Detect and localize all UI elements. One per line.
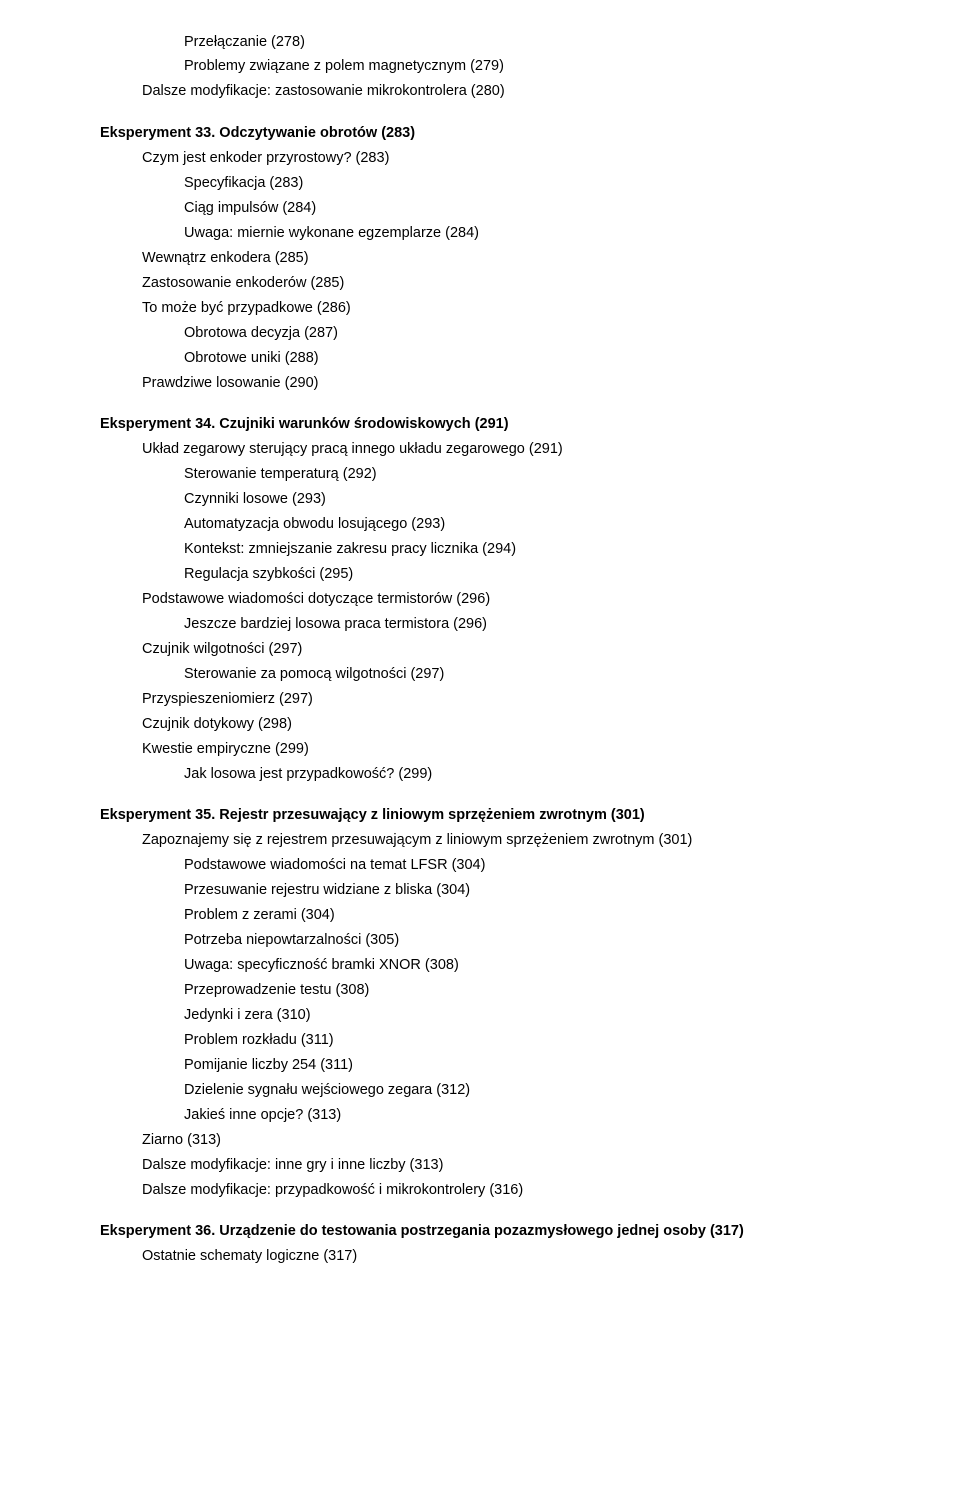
toc-entry: Przeprowadzenie testu (308) xyxy=(184,979,860,1001)
toc-entry: Kontekst: zmniejszanie zakresu pracy lic… xyxy=(184,538,860,560)
toc-entry: Problem z zerami (304) xyxy=(184,904,860,926)
toc-entry: Obrotowe uniki (288) xyxy=(184,347,860,369)
toc-entry: Podstawowe wiadomości dotyczące termisto… xyxy=(142,588,860,610)
toc-entry: Wewnątrz enkodera (285) xyxy=(142,247,860,269)
toc-entry: Obrotowa decyzja (287) xyxy=(184,322,860,344)
toc-entry: Problemy związane z polem magnetycznym (… xyxy=(184,55,860,77)
toc-entry: Dalsze modyfikacje: zastosowanie mikroko… xyxy=(142,80,860,102)
toc-entry: Potrzeba niepowtarzalności (305) xyxy=(184,929,860,951)
toc-entry: Problem rozkładu (311) xyxy=(184,1029,860,1051)
section-heading: Eksperyment 35. Rejestr przesuwający z l… xyxy=(100,804,860,826)
toc-entry: Przełączanie (278) xyxy=(184,31,860,53)
toc-entry: Pomijanie liczby 254 (311) xyxy=(184,1054,860,1076)
section-heading: Eksperyment 33. Odczytywanie obrotów (28… xyxy=(100,122,860,144)
toc-entry: Jedynki i zera (310) xyxy=(184,1004,860,1026)
toc-entry: Czym jest enkoder przyrostowy? (283) xyxy=(142,147,860,169)
toc-entry: Czujnik wilgotności (297) xyxy=(142,638,860,660)
toc-entry: Regulacja szybkości (295) xyxy=(184,563,860,585)
toc-entry: Przesuwanie rejestru widziane z bliska (… xyxy=(184,879,860,901)
toc-entry: Prawdziwe losowanie (290) xyxy=(142,372,860,394)
toc-entry: Uwaga: miernie wykonane egzemplarze (284… xyxy=(184,222,860,244)
toc-entry: Ziarno (313) xyxy=(142,1129,860,1151)
toc-entry: Układ zegarowy sterujący pracą innego uk… xyxy=(142,438,860,460)
toc-entry: Automatyzacja obwodu losującego (293) xyxy=(184,513,860,535)
toc-entry: Ostatnie schematy logiczne (317) xyxy=(142,1245,860,1267)
toc-entry: Dalsze modyfikacje: inne gry i inne licz… xyxy=(142,1154,860,1176)
toc-entry: Dalsze modyfikacje: przypadkowość i mikr… xyxy=(142,1179,860,1201)
toc-entry: Przyspieszeniomierz (297) xyxy=(142,688,860,710)
toc-entry: Uwaga: specyficzność bramki XNOR (308) xyxy=(184,954,860,976)
toc-entry: Zastosowanie enkoderów (285) xyxy=(142,272,860,294)
toc-entry: Zapoznajemy się z rejestrem przesuwający… xyxy=(142,829,860,851)
toc-entry: Dzielenie sygnału wejściowego zegara (31… xyxy=(184,1079,860,1101)
toc-entry: Jakieś inne opcje? (313) xyxy=(184,1104,860,1126)
toc-entry: Czujnik dotykowy (298) xyxy=(142,713,860,735)
section-heading: Eksperyment 34. Czujniki warunków środow… xyxy=(100,413,860,435)
toc-entry: Jak losowa jest przypadkowość? (299) xyxy=(184,763,860,785)
toc-entry: Czynniki losowe (293) xyxy=(184,488,860,510)
document-page: Przełączanie (278) Problemy związane z p… xyxy=(0,0,960,1487)
toc-entry: Specyfikacja (283) xyxy=(184,172,860,194)
section-heading: Eksperyment 36. Urządzenie do testowania… xyxy=(100,1220,860,1242)
toc-entry: Podstawowe wiadomości na temat LFSR (304… xyxy=(184,854,860,876)
toc-entry: Sterowanie temperaturą (292) xyxy=(184,463,860,485)
toc-entry: Ciąg impulsów (284) xyxy=(184,197,860,219)
toc-entry: Sterowanie za pomocą wilgotności (297) xyxy=(184,663,860,685)
toc-entry: To może być przypadkowe (286) xyxy=(142,297,860,319)
toc-entry: Kwestie empiryczne (299) xyxy=(142,738,860,760)
toc-entry: Jeszcze bardziej losowa praca termistora… xyxy=(184,613,860,635)
